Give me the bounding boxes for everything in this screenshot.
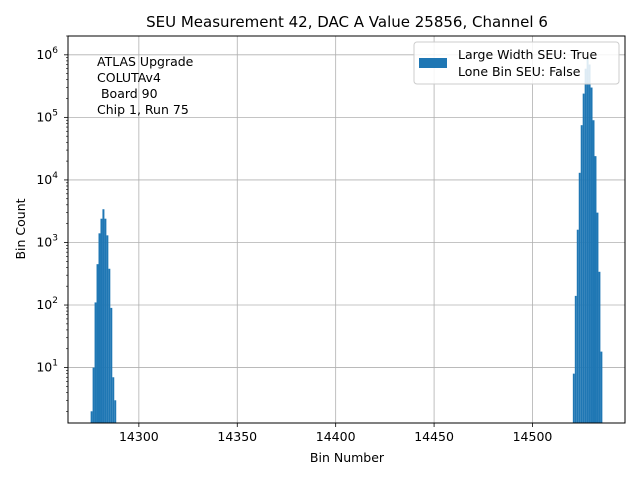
histogram-bar bbox=[580, 125, 583, 424]
histogram-bar bbox=[110, 307, 113, 423]
annotation-line-2: COLUTAv4 bbox=[97, 70, 161, 85]
y-tick-base: 10 bbox=[36, 234, 52, 249]
histogram-bar bbox=[584, 68, 587, 423]
histogram-bar bbox=[90, 411, 93, 423]
histogram-bar bbox=[582, 93, 585, 424]
y-tick-label: 103 bbox=[36, 233, 58, 249]
x-axis-label: Bin Number bbox=[310, 450, 385, 465]
y-tick-label: 104 bbox=[36, 171, 58, 187]
y-tick-exponent: 5 bbox=[52, 108, 58, 118]
histogram-bar bbox=[114, 400, 117, 423]
x-tick-label: 14300 bbox=[119, 429, 159, 444]
histogram-bar bbox=[92, 367, 95, 423]
histogram-bar bbox=[588, 64, 591, 424]
histogram-bar bbox=[586, 57, 589, 423]
y-tick-exponent: 4 bbox=[52, 171, 58, 181]
grid-lines bbox=[68, 36, 625, 423]
legend: Large Width SEU: True Lone Bin SEU: Fals… bbox=[413, 41, 620, 85]
x-tick-label: 14400 bbox=[316, 429, 356, 444]
y-tick-exponent: 1 bbox=[52, 359, 58, 369]
y-tick-base: 10 bbox=[36, 172, 52, 187]
annotation-line-4: Chip 1, Run 75 bbox=[97, 102, 189, 117]
legend-swatch bbox=[419, 58, 447, 68]
histogram-bar bbox=[572, 373, 575, 423]
y-tick-exponent: 6 bbox=[52, 46, 58, 56]
histogram-bar bbox=[596, 212, 599, 423]
legend-line-2: Lone Bin SEU: False bbox=[458, 64, 581, 79]
histogram-bar bbox=[98, 233, 101, 423]
annotation-box: ATLAS Upgrade COLUTAv4 Board 90 Chip 1, … bbox=[97, 54, 194, 117]
histogram-bar bbox=[102, 209, 105, 423]
histogram-bar bbox=[600, 351, 603, 423]
plot-frame bbox=[67, 35, 626, 424]
annotation-line-3: Board 90 bbox=[97, 86, 158, 101]
y-tick-exponent: 2 bbox=[52, 296, 58, 306]
y-tick-base: 10 bbox=[36, 360, 52, 375]
histogram-bar bbox=[576, 229, 579, 423]
y-tick-base: 10 bbox=[36, 47, 52, 62]
histogram-bar bbox=[108, 268, 111, 423]
histogram-bars bbox=[90, 57, 603, 424]
x-tick-label: 14500 bbox=[513, 429, 553, 444]
histogram-bar bbox=[94, 302, 97, 423]
x-tick-label: 14450 bbox=[414, 429, 454, 444]
y-axis-label: Bin Count bbox=[13, 198, 28, 259]
histogram-bar bbox=[96, 264, 99, 423]
y-tick-label: 101 bbox=[36, 359, 58, 375]
histogram-bar bbox=[592, 120, 595, 424]
annotation-line-1: ATLAS Upgrade bbox=[97, 54, 194, 69]
histogram-bar bbox=[112, 377, 115, 423]
histogram-bar bbox=[578, 172, 581, 423]
y-tick-label: 106 bbox=[36, 46, 58, 62]
y-tick-label: 105 bbox=[36, 108, 58, 124]
histogram-bar bbox=[594, 156, 597, 423]
histogram-bar bbox=[100, 218, 103, 423]
histogram-bar bbox=[574, 295, 577, 423]
histogram-bar bbox=[598, 271, 601, 423]
histogram-bar bbox=[106, 235, 109, 423]
x-axis-ticks: 14300 14350 14400 14450 14500 bbox=[119, 423, 552, 444]
y-tick-label: 102 bbox=[36, 296, 58, 312]
x-tick-label: 14350 bbox=[217, 429, 257, 444]
y-tick-exponent: 3 bbox=[52, 233, 58, 243]
chart-title: SEU Measurement 42, DAC A Value 25856, C… bbox=[146, 13, 548, 31]
y-tick-base: 10 bbox=[36, 297, 52, 312]
legend-line-1: Large Width SEU: True bbox=[458, 47, 597, 62]
histogram-bar bbox=[104, 218, 107, 423]
histogram-bar bbox=[590, 87, 593, 423]
y-tick-base: 10 bbox=[36, 109, 52, 124]
legend-frame bbox=[413, 41, 620, 85]
